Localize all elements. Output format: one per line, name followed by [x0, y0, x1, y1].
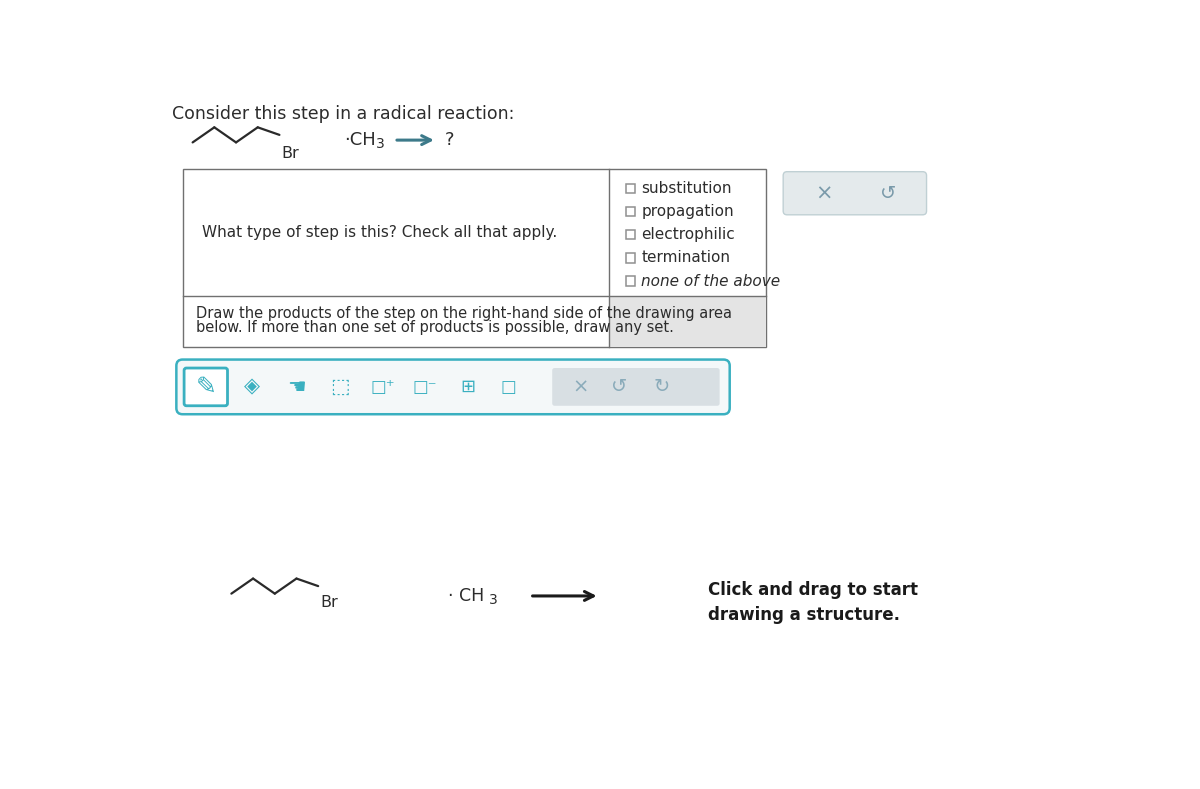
Text: 3: 3: [377, 137, 385, 151]
Text: □⁻: □⁻: [413, 378, 437, 396]
Text: Click and drag to start
drawing a structure.: Click and drag to start drawing a struct…: [708, 581, 918, 624]
Bar: [626, 184, 635, 193]
Text: Draw the products of the step on the right-hand side of the drawing area: Draw the products of the step on the rig…: [197, 305, 732, 320]
Text: ·CH: ·CH: [343, 131, 376, 149]
FancyBboxPatch shape: [184, 368, 228, 406]
Text: Br: Br: [320, 596, 338, 611]
Text: ⬚: ⬚: [330, 377, 349, 397]
Text: Br: Br: [282, 146, 300, 161]
Text: ✎: ✎: [196, 375, 216, 399]
Text: ↺: ↺: [880, 184, 896, 203]
Text: Consider this step in a radical reaction:: Consider this step in a radical reaction…: [172, 106, 514, 123]
Text: ?: ?: [444, 131, 454, 149]
Text: none of the above: none of the above: [641, 274, 780, 289]
Text: · CH: · CH: [449, 587, 485, 605]
FancyBboxPatch shape: [176, 360, 730, 414]
Text: □⁺: □⁺: [370, 378, 395, 396]
FancyBboxPatch shape: [552, 368, 720, 406]
Text: What type of step is this? Check all that apply.: What type of step is this? Check all tha…: [202, 225, 557, 240]
Text: ⊞: ⊞: [460, 378, 475, 396]
Text: 3: 3: [488, 593, 498, 607]
Bar: [608, 297, 766, 347]
Text: ↻: ↻: [653, 377, 670, 396]
Text: termination: termination: [641, 250, 731, 265]
Bar: [626, 230, 635, 239]
Bar: [182, 170, 766, 347]
Text: ◈: ◈: [245, 377, 260, 397]
FancyBboxPatch shape: [784, 172, 926, 215]
Text: ×: ×: [572, 377, 588, 396]
Bar: [626, 207, 635, 216]
Text: ×: ×: [816, 183, 833, 204]
Text: □: □: [500, 378, 516, 396]
Bar: [626, 276, 635, 286]
Text: substitution: substitution: [641, 181, 732, 196]
Text: below. If more than one set of products is possible, draw any set.: below. If more than one set of products …: [197, 320, 674, 335]
Bar: [626, 253, 635, 263]
Text: propagation: propagation: [641, 204, 734, 219]
Text: ↺: ↺: [611, 377, 628, 396]
Text: ☚: ☚: [287, 377, 306, 397]
Text: electrophilic: electrophilic: [641, 227, 736, 242]
